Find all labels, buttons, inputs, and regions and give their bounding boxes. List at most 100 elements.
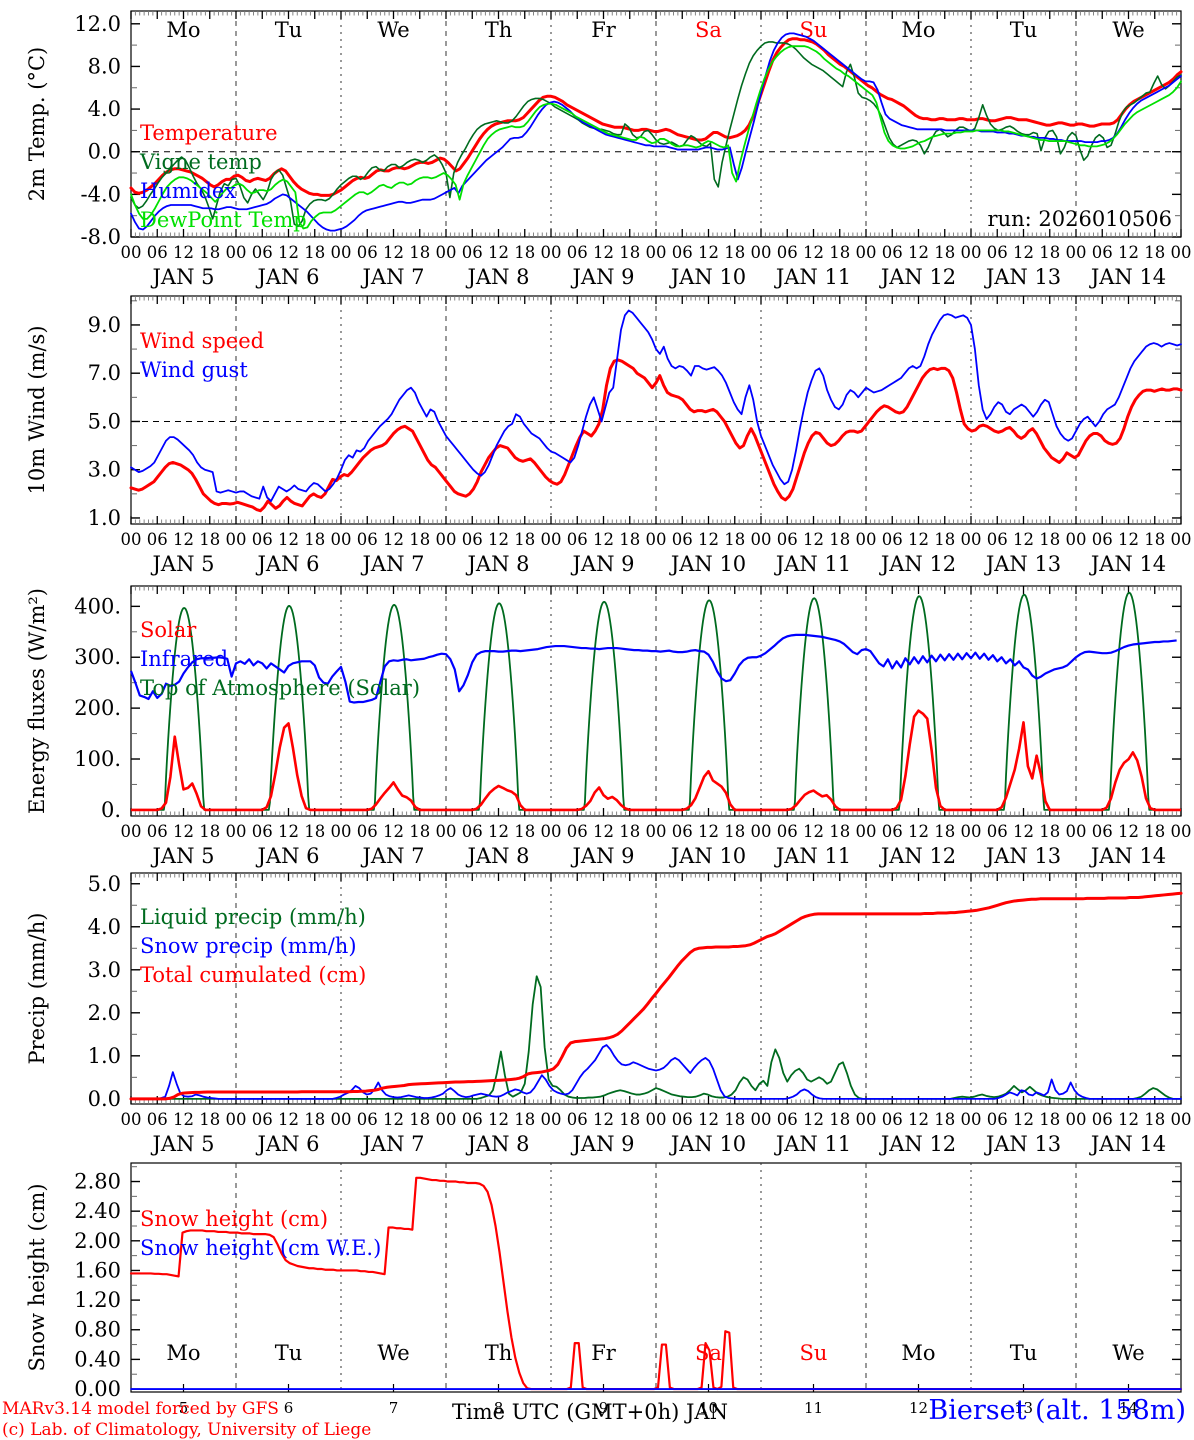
x-hour-label: 12: [1118, 243, 1139, 262]
x-hour-label: 06: [1092, 530, 1113, 549]
y-tick-label: 0.40: [74, 1347, 121, 1371]
x-hour-label: 06: [987, 1110, 1008, 1129]
panel-wind: 1.0 3.0 5.0 7.0 9.0 00 06 12 18 JAN 5 00 06 12 18 JAN …: [88, 295, 1192, 576]
x-day-label: JAN 8: [466, 844, 530, 868]
series-wind-speed: [129, 358, 1183, 513]
x-hour-label: 00: [121, 822, 142, 841]
legend-item-liquid-precip-mm-h: Liquid precip (mm/h): [140, 905, 366, 929]
panel-snow: 0.00 0.40 0.80 1.20 1.60 2.00 2.40 2.80 5 6 7 8 9 10 1…: [74, 1162, 1182, 1417]
x-hour-label: 18: [1144, 822, 1165, 841]
x-hour-label: 06: [357, 243, 378, 262]
x-hour-label: 06: [147, 243, 168, 262]
x-daynumber-label: 10: [699, 1399, 718, 1417]
x-hour-label: 12: [803, 1110, 824, 1129]
x-day-label: JAN 10: [669, 1132, 746, 1156]
x-hour-label: 06: [357, 822, 378, 841]
x-hour-label: 00: [961, 530, 982, 549]
series-snow-precip-mm-h: [130, 1044, 1182, 1100]
station-label: Bierset (alt. 158m): [928, 1395, 1186, 1426]
x-day-label: JAN 9: [571, 1132, 635, 1156]
y-tick-label: 1.20: [74, 1288, 121, 1312]
x-hour-label: 06: [987, 243, 1008, 262]
x-hour-label: 12: [1118, 530, 1139, 549]
x-hour-label: 06: [987, 822, 1008, 841]
x-hour-label: 00: [1171, 530, 1192, 549]
x-hour-label: 18: [1039, 530, 1060, 549]
legend-item-humidex: Humidex: [140, 179, 236, 203]
y-tick-label: 12.0: [74, 12, 121, 36]
x-hour-label: 12: [803, 530, 824, 549]
x-hour-label: 12: [1013, 530, 1034, 549]
x-hour-label: 18: [304, 1110, 325, 1129]
x-hour-label: 00: [856, 822, 877, 841]
x-hour-label: 06: [147, 1110, 168, 1129]
x-hour-label: 12: [908, 530, 929, 549]
x-hour-label: 12: [593, 530, 614, 549]
x-hour-label: 00: [1066, 530, 1087, 549]
x-hour-label: 12: [803, 822, 824, 841]
snow-weekday-label-fr: Fr: [591, 1341, 617, 1365]
x-hour-label: 06: [567, 1110, 588, 1129]
y-tick-label: 100.: [74, 747, 121, 771]
x-hour-label: 00: [856, 530, 877, 549]
y-axis-title: Precip (mm/h): [25, 912, 49, 1064]
legend-item-wind-gust: Wind gust: [140, 358, 248, 382]
x-hour-label: 12: [593, 1110, 614, 1129]
x-hour-label: 00: [541, 1110, 562, 1129]
x-hour-label: 00: [751, 530, 772, 549]
weekday-label-fr: Fr: [591, 18, 617, 42]
x-hour-label: 12: [278, 530, 299, 549]
x-hour-label: 06: [462, 1110, 483, 1129]
panel-temperature: -8.0 -4.0 0.0 4.0 8.0 12.0 00 06 12 18 JAN 5 00 06 12…: [74, 10, 1192, 289]
x-hour-label: 18: [934, 1110, 955, 1129]
x-hour-label: 00: [541, 243, 562, 262]
x-day-label: JAN 8: [466, 265, 530, 289]
x-daynumber-label: 14: [1119, 1399, 1138, 1417]
y-tick-label: 2.00: [74, 1229, 121, 1253]
x-hour-label: 12: [488, 822, 509, 841]
x-hour-label: 06: [252, 822, 273, 841]
x-hour-label: 06: [987, 530, 1008, 549]
x-daynumber-label: 7: [389, 1399, 399, 1417]
x-hour-label: 12: [1013, 243, 1034, 262]
x-hour-label: 18: [724, 530, 745, 549]
x-hour-label: 12: [908, 822, 929, 841]
x-hour-label: 12: [803, 243, 824, 262]
x-day-label: JAN 14: [1089, 1132, 1166, 1156]
x-hour-label: 18: [409, 243, 430, 262]
y-axis-title: 2m Temp. (°C): [25, 47, 49, 201]
x-hour-label: 00: [961, 822, 982, 841]
x-hour-label: 06: [357, 530, 378, 549]
legend-item-snow-height-cm: Snow height (cm): [140, 1207, 328, 1231]
x-hour-label: 00: [1171, 822, 1192, 841]
x-hour-label: 18: [934, 243, 955, 262]
x-hour-label: 00: [1171, 1110, 1192, 1129]
run-label: run: 2026010506: [988, 207, 1172, 231]
y-tick-label: 3.0: [88, 958, 121, 982]
x-day-label: JAN 9: [571, 265, 635, 289]
x-hour-label: 18: [829, 530, 850, 549]
x-hour-label: 06: [1092, 822, 1113, 841]
x-day-label: JAN 12: [879, 1132, 956, 1156]
y-tick-label: 200.: [74, 696, 121, 720]
x-hour-label: 06: [882, 1110, 903, 1129]
y-tick-label: 0.80: [74, 1318, 121, 1342]
x-hour-label: 12: [383, 822, 404, 841]
y-axis-title: Snow height (cm): [25, 1183, 49, 1371]
x-day-label: JAN 8: [466, 1132, 530, 1156]
weekday-row: Mo Tu We Th Fr Sa Su Mo Tu We: [166, 18, 1144, 42]
x-hour-label: 06: [672, 1110, 693, 1129]
x-day-label: JAN 6: [256, 1132, 320, 1156]
legend-item-snow-height-cm-w-e: Snow height (cm W.E.): [140, 1236, 381, 1260]
x-hour-label: 06: [147, 822, 168, 841]
x-hour-label: 18: [514, 243, 535, 262]
x-daynumber-label: 12: [909, 1399, 928, 1417]
snow-weekday-label-sa: Sa: [695, 1341, 722, 1365]
x-hour-label: 18: [724, 243, 745, 262]
x-hour-label: 06: [357, 1110, 378, 1129]
x-hour-label: 06: [882, 822, 903, 841]
x-day-label: JAN 7: [361, 265, 425, 289]
x-hour-label: 12: [1013, 1110, 1034, 1129]
